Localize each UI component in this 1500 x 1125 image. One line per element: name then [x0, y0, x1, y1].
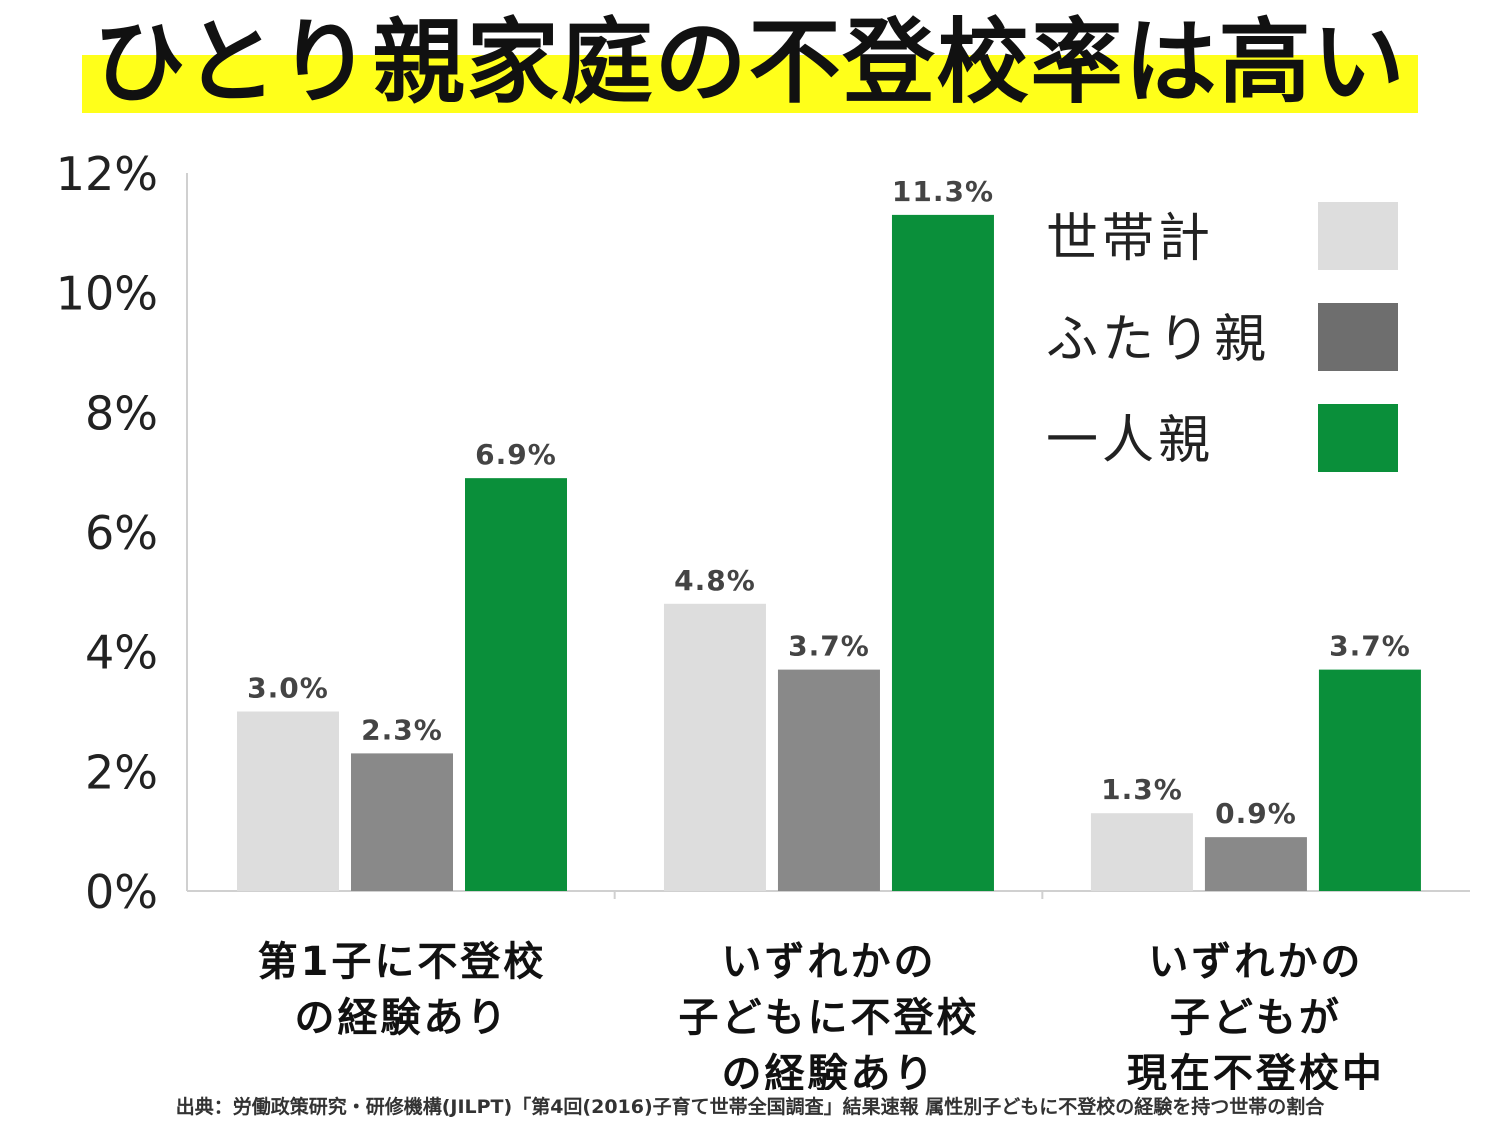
category-label: の経験あり	[295, 995, 510, 1041]
bar	[663, 603, 766, 891]
legend-swatch	[1318, 404, 1398, 472]
data-label: 3.7%	[1329, 630, 1411, 663]
category-label: 現在不登校中	[1127, 1051, 1385, 1090]
title-highlight	[82, 55, 1418, 113]
data-label: 1.3%	[1101, 773, 1183, 806]
bar	[351, 753, 453, 891]
y-tick-label: 10%	[56, 267, 158, 321]
data-label: 6.9%	[475, 438, 557, 471]
data-label: 3.0%	[247, 672, 329, 705]
y-tick-label: 4%	[85, 626, 158, 680]
bar	[1090, 813, 1193, 891]
legend-label: 一人親	[1046, 411, 1214, 471]
source-note: 出典：労働政策研究・研修機構(JILPT)「第4回(2016)子育て世帯全国調査…	[175, 1096, 1325, 1118]
bar	[465, 478, 567, 891]
category-label: 第1子に不登校	[258, 939, 547, 985]
legend-swatch	[1318, 303, 1398, 371]
legend-label: 世帯計	[1046, 209, 1214, 269]
category-label: いずれかの	[1148, 939, 1363, 985]
legend-label: ふたり親	[1046, 310, 1270, 370]
category-label: いずれかの	[721, 939, 936, 985]
bar	[237, 711, 339, 891]
bar	[891, 214, 994, 892]
bar	[1318, 669, 1421, 891]
y-tick-label: 2%	[85, 745, 158, 799]
category-label: の経験あり	[721, 1051, 936, 1090]
data-label: 0.9%	[1215, 797, 1297, 830]
category-label: 子どもが	[1170, 995, 1342, 1041]
legend-swatch	[1318, 202, 1398, 270]
data-label: 3.7%	[788, 630, 870, 663]
chart-title: ひとり親家庭の不登校率は高い	[93, 9, 1407, 116]
y-tick-label: 0%	[85, 865, 158, 919]
data-label: 2.3%	[361, 713, 443, 746]
y-tick-label: 8%	[85, 386, 158, 440]
bar-chart: 0%2%4%6%8%10%12%3.0%2.3%6.9%第1子に不登校の経験あり…	[56, 147, 1470, 1090]
bar	[1204, 837, 1307, 891]
bar	[777, 669, 880, 891]
category-label: 子どもに不登校	[678, 995, 979, 1041]
data-label: 11.3%	[892, 175, 994, 208]
y-tick-label: 12%	[56, 147, 158, 201]
data-label: 4.8%	[674, 564, 756, 597]
y-tick-label: 6%	[85, 506, 158, 560]
